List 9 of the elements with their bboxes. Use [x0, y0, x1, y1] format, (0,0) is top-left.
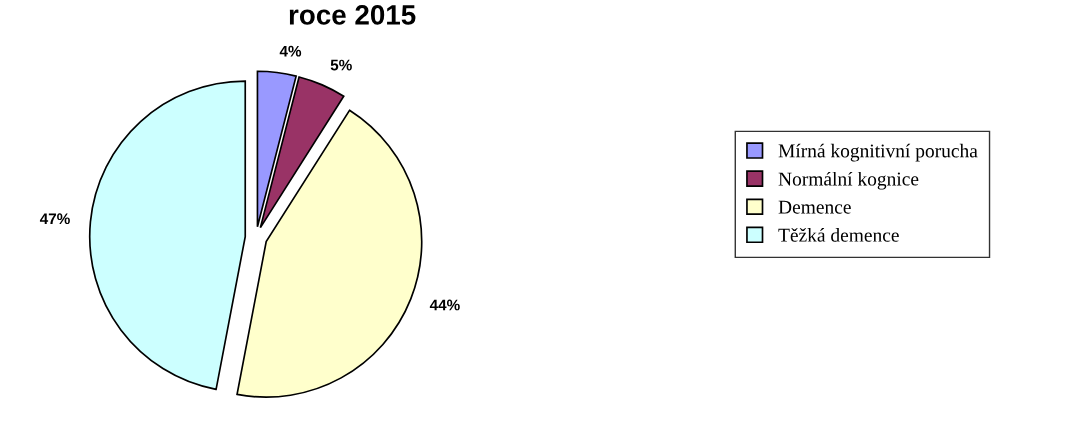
legend-label: Demence — [778, 200, 851, 214]
chart-title: roce 2015 — [289, 5, 416, 25]
data-label: 4% — [279, 45, 302, 57]
data-label: 47% — [39, 213, 70, 225]
data-label: 44% — [429, 299, 460, 311]
legend-label: Mírná kognitivní porucha — [778, 143, 978, 162]
legend-label: Normální kognice — [778, 171, 919, 190]
data-label: 5% — [330, 59, 352, 71]
legend-label: Těžká demence — [778, 228, 899, 242]
